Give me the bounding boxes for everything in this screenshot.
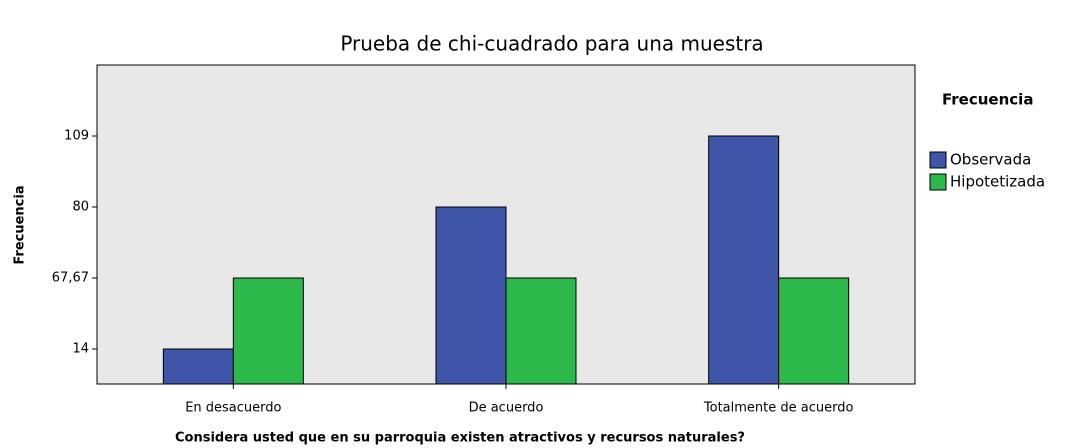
bar <box>162 348 234 385</box>
x-tick-label: En desacuerdo <box>185 401 281 416</box>
y-tick-label: 109 <box>64 129 89 144</box>
legend-label: Hipotetizada <box>950 173 1045 191</box>
legend-swatch <box>929 173 947 191</box>
legend-swatch <box>929 151 947 169</box>
bar <box>778 277 850 385</box>
bar <box>232 277 304 385</box>
y-tick-label: 80 <box>72 200 89 215</box>
x-tick-label: De acuerdo <box>469 401 544 416</box>
chart-title: Prueba de chi-cuadrado para una muestra <box>340 32 763 56</box>
bar <box>505 277 577 385</box>
bar <box>435 206 507 385</box>
y-tick-label: 67,67 <box>52 271 89 286</box>
x-tick-label: Totalmente de acuerdo <box>703 401 854 416</box>
y-tick-label: 14 <box>72 342 89 357</box>
y-axis-label: Frecuencia <box>13 185 28 264</box>
legend-title: Frecuencia <box>942 91 1033 109</box>
legend-label: Observada <box>950 151 1031 169</box>
bar <box>708 135 780 385</box>
x-axis-label: Considera usted que en su parroquia exis… <box>175 431 745 446</box>
